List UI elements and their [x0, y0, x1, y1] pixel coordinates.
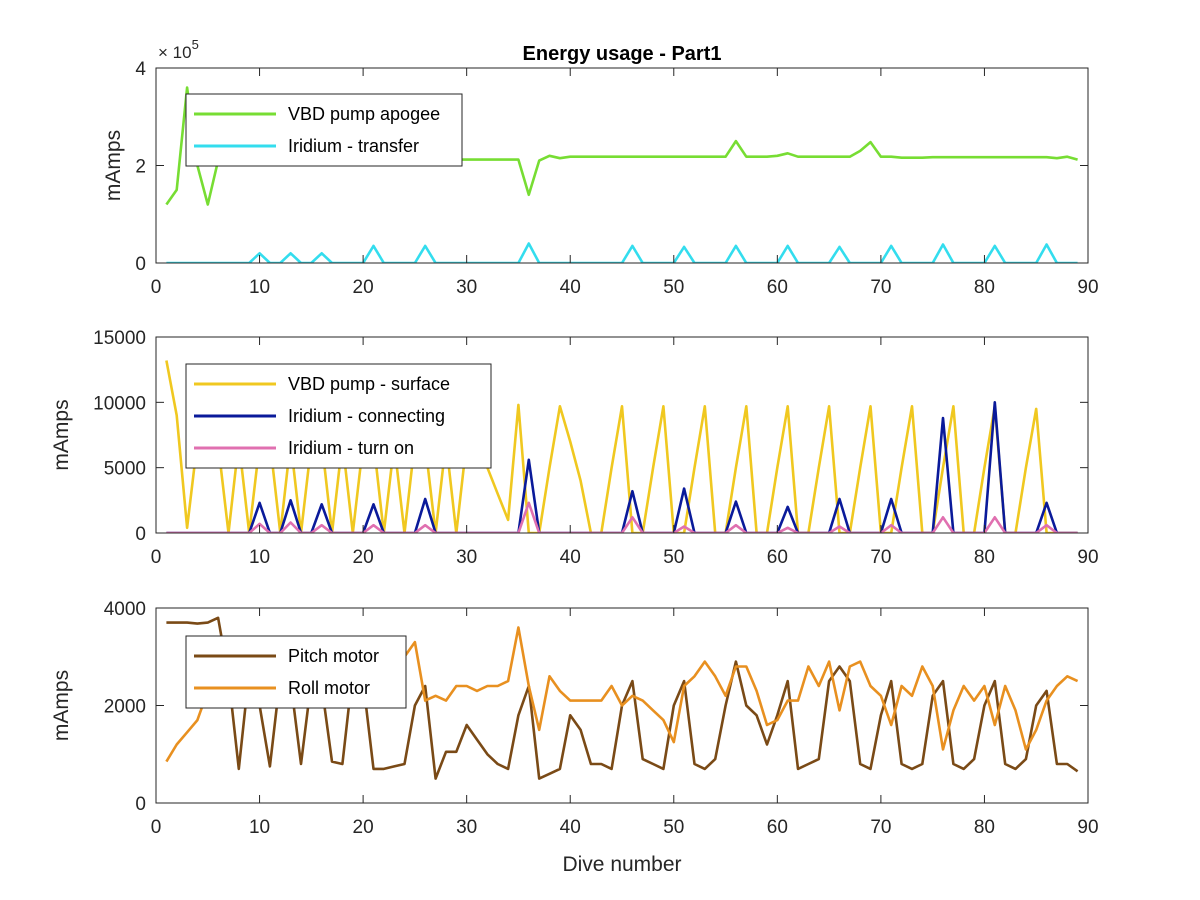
y-tick-label: 2: [135, 157, 146, 178]
x-tick-label: 40: [560, 547, 581, 568]
x-tick-label: 0: [151, 547, 162, 568]
x-tick-label: 50: [663, 547, 684, 568]
y-tick-label: 4: [135, 59, 146, 80]
series-line-iridium-transfer: [166, 242, 1078, 263]
legend-entry: Pitch motor: [288, 646, 379, 666]
x-tick-label: 0: [151, 817, 162, 838]
legend: VBD pump - surface Iridium - connecting Ir…: [185, 363, 492, 469]
legend: Pitch motor Roll motor: [185, 635, 407, 709]
axes-box: [155, 336, 1089, 534]
legend-entry: Roll motor: [288, 678, 370, 698]
chart-panel-1: 0 10 20 30 40 50 60 70 80 90 0 2 4 × 105 mAmps Energy u…: [102, 37, 1099, 298]
y-axis-label: mAmps: [50, 399, 73, 470]
y-tick-label: 10000: [93, 393, 146, 414]
x-tick-label: 30: [456, 277, 477, 298]
x-tick-label: 90: [1077, 277, 1098, 298]
y-exponent-power: 5: [192, 37, 199, 52]
y-tick-label: 15000: [93, 328, 146, 349]
x-tick-label: 50: [663, 817, 684, 838]
chart-panel-2: 0 10 20 30 40 50 60 70 80 90 0 5000 10000 15000 mAmps V…: [50, 328, 1099, 568]
y-axis-label: mAmps: [102, 130, 125, 201]
x-tick-label: 60: [767, 547, 788, 568]
x-tick-label: 70: [870, 547, 891, 568]
chart-title: Energy usage - Part1: [523, 43, 722, 65]
legend-entry: Iridium - connecting: [288, 406, 445, 426]
x-tick-label: 80: [974, 547, 995, 568]
x-tick-label: 30: [456, 547, 477, 568]
legend-box: [185, 635, 407, 709]
y-tick-label: 2000: [104, 697, 146, 718]
y-tick-label: 0: [135, 254, 146, 275]
series-line-iridium-connecting: [166, 400, 1078, 533]
x-tick-label: 90: [1077, 817, 1098, 838]
x-tick-label: 40: [560, 817, 581, 838]
x-tick-label: 70: [870, 817, 891, 838]
x-tick-label: 50: [663, 277, 684, 298]
legend-entry: Iridium - transfer: [288, 136, 419, 156]
x-tick-label: 0: [151, 277, 162, 298]
x-tick-label: 10: [249, 277, 270, 298]
x-tick-label: 20: [353, 547, 374, 568]
x-tick-label: 70: [870, 277, 891, 298]
x-tick-label: 90: [1077, 547, 1098, 568]
legend-box: [185, 93, 463, 167]
x-tick-label: 10: [249, 817, 270, 838]
y-tick-label: 4000: [104, 599, 146, 620]
x-tick-label: 10: [249, 547, 270, 568]
y-tick-label: 0: [135, 794, 146, 815]
legend-entry: Iridium - turn on: [288, 438, 414, 458]
y-exponent-label: × 105: [158, 37, 199, 62]
legend: VBD pump apogee Iridium - transfer: [185, 93, 463, 167]
x-tick-label: 30: [456, 817, 477, 838]
x-tick-label: 80: [974, 817, 995, 838]
legend-entry: VBD pump apogee: [288, 104, 440, 124]
y-axis-label: mAmps: [50, 670, 73, 741]
x-axis-label: Dive number: [562, 853, 681, 876]
x-tick-label: 20: [353, 817, 374, 838]
x-tick-label: 60: [767, 817, 788, 838]
x-tick-label: 80: [974, 277, 995, 298]
chart-panel-3: 0 10 20 30 40 50 60 70 80 90 0 2000 4000 mAmps Dive nu…: [50, 599, 1099, 876]
x-tick-label: 60: [767, 277, 788, 298]
x-tick-label: 20: [353, 277, 374, 298]
legend-entry: VBD pump - surface: [288, 374, 450, 394]
y-tick-label: 0: [135, 524, 146, 545]
y-tick-label: 5000: [104, 459, 146, 480]
series-line-iridium-turn-on: [166, 501, 1078, 533]
x-tick-label: 40: [560, 277, 581, 298]
